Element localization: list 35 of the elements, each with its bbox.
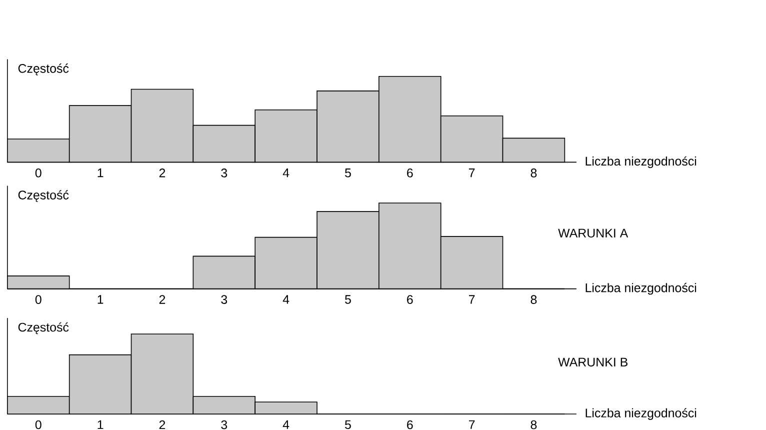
x-tick-label: 0 bbox=[35, 295, 42, 304]
x-tick-label: 5 bbox=[345, 168, 351, 178]
x-tick-label: 4 bbox=[282, 420, 290, 429]
x-tick-label: 3 bbox=[221, 295, 228, 304]
x-tick-label: 6 bbox=[407, 420, 413, 430]
x-tick-label: 7 bbox=[468, 420, 475, 429]
x-tick-label: 8 bbox=[530, 295, 537, 304]
x-tick-label: 8 bbox=[530, 420, 537, 430]
y-axis-title: Częstość bbox=[18, 190, 69, 202]
x-tick-label: 7 bbox=[468, 295, 475, 304]
x-axis-title: Liczba niezgodności bbox=[586, 282, 696, 295]
x-tick-label: 0 bbox=[35, 168, 42, 178]
x-tick-label: 1 bbox=[98, 168, 104, 178]
annotation: WARUNKI B bbox=[558, 358, 628, 367]
y-axis-title: Częstość bbox=[18, 322, 69, 334]
x-tick-label: 2 bbox=[159, 420, 166, 430]
x-tick-label: 5 bbox=[345, 420, 351, 430]
x-axis-title: Liczba niezgodności bbox=[586, 408, 696, 420]
x-tick-label: 1 bbox=[98, 420, 104, 429]
x-tick-label: 1 bbox=[98, 295, 104, 304]
x-tick-label: 6 bbox=[407, 168, 413, 178]
x-tick-label: 4 bbox=[282, 168, 290, 178]
x-tick-label: 3 bbox=[221, 168, 228, 178]
y-axis-title: Częstość bbox=[18, 64, 69, 76]
x-tick-label: 5 bbox=[345, 295, 351, 304]
x-tick-label: 0 bbox=[35, 420, 42, 430]
x-tick-label: 7 bbox=[468, 168, 475, 178]
annotation: WARUNKI A bbox=[558, 228, 628, 238]
x-tick-label: 3 bbox=[221, 420, 228, 430]
x-tick-label: 2 bbox=[159, 295, 166, 304]
x-axis-title: Liczba niezgodności bbox=[586, 156, 696, 168]
x-tick-label: 8 bbox=[530, 168, 537, 178]
x-tick-label: 6 bbox=[407, 295, 413, 304]
x-tick-label: 4 bbox=[282, 295, 290, 304]
x-tick-label: 2 bbox=[159, 168, 166, 178]
